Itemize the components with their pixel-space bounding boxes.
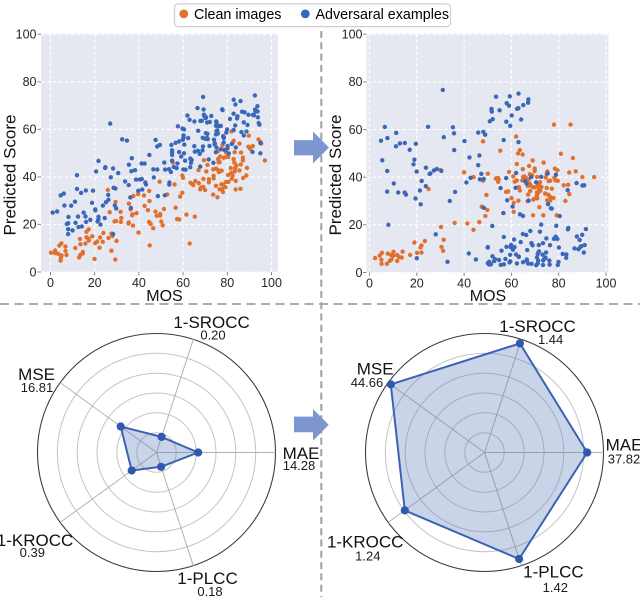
svg-text:60: 60 <box>176 276 190 290</box>
svg-text:MOS: MOS <box>146 288 182 305</box>
svg-text:40: 40 <box>349 171 363 185</box>
svg-text:Clean images: Clean images <box>194 7 281 23</box>
svg-text:MOS: MOS <box>470 288 506 305</box>
svg-text:1-SROCC: 1-SROCC <box>173 313 250 332</box>
svg-text:MAE: MAE <box>606 436 640 455</box>
svg-text:16.81: 16.81 <box>21 380 54 395</box>
svg-text:40: 40 <box>132 276 146 290</box>
svg-text:80: 80 <box>220 276 234 290</box>
svg-text:20: 20 <box>23 218 37 232</box>
svg-text:20: 20 <box>88 276 102 290</box>
svg-text:60: 60 <box>504 277 518 291</box>
svg-text:1.44: 1.44 <box>538 332 563 347</box>
svg-text:100: 100 <box>342 28 363 42</box>
svg-text:0: 0 <box>47 276 54 290</box>
svg-text:Adversaral examples: Adversaral examples <box>316 7 450 23</box>
svg-text:0.18: 0.18 <box>197 584 222 597</box>
svg-text:60: 60 <box>23 123 37 137</box>
svg-text:100: 100 <box>596 277 617 291</box>
svg-text:0.39: 0.39 <box>20 545 45 560</box>
svg-text:MSE: MSE <box>18 365 55 384</box>
svg-text:40: 40 <box>23 170 37 184</box>
svg-text:20: 20 <box>410 277 424 291</box>
svg-text:1-PLCC: 1-PLCC <box>523 563 583 582</box>
svg-text:MSE: MSE <box>357 360 394 379</box>
svg-text:40: 40 <box>457 277 471 291</box>
svg-text:1.42: 1.42 <box>543 580 568 595</box>
svg-text:1-SROCC: 1-SROCC <box>499 317 576 336</box>
svg-text:1-PLCC: 1-PLCC <box>177 569 237 588</box>
svg-text:100: 100 <box>16 28 37 42</box>
svg-text:20: 20 <box>349 218 363 232</box>
svg-text:1-KROCC: 1-KROCC <box>327 532 404 551</box>
svg-text:0: 0 <box>356 266 363 280</box>
svg-text:14.28: 14.28 <box>283 458 316 473</box>
svg-text:80: 80 <box>349 75 363 89</box>
svg-text:37.82: 37.82 <box>608 452 640 467</box>
svg-text:0.20: 0.20 <box>200 327 225 342</box>
svg-text:60: 60 <box>349 123 363 137</box>
svg-text:1-KROCC: 1-KROCC <box>0 531 73 550</box>
svg-text:0: 0 <box>30 265 37 279</box>
svg-text:Predicted Score: Predicted Score <box>326 115 345 236</box>
svg-text:100: 100 <box>261 276 282 290</box>
svg-text:44.66: 44.66 <box>351 375 384 390</box>
svg-text:0: 0 <box>366 277 373 291</box>
svg-text:MAE: MAE <box>283 444 320 463</box>
svg-text:Predicted Score: Predicted Score <box>1 115 20 236</box>
svg-text:1.24: 1.24 <box>355 549 380 564</box>
svg-text:80: 80 <box>23 75 37 89</box>
svg-text:80: 80 <box>552 277 566 291</box>
